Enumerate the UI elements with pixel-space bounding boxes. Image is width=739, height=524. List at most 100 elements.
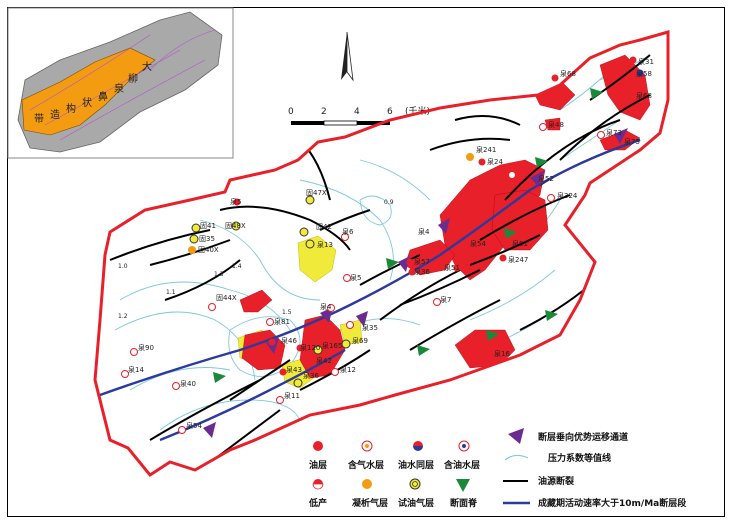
well-label: 泉42 xyxy=(316,356,332,365)
oil-bearing-water-icon xyxy=(458,440,470,452)
well-label: 泉54 xyxy=(186,421,202,430)
contour-label: 1.5 xyxy=(282,309,292,316)
scale-tick-0: 0 xyxy=(288,107,294,117)
well-label: 泉57 xyxy=(414,257,430,266)
legend-label-migration-pathway: 断层垂向优势运移通道 xyxy=(538,431,628,443)
study-area-outline xyxy=(93,30,670,477)
inset-label-2: 泉 xyxy=(114,82,124,95)
inset-label-5: 构 xyxy=(66,102,76,115)
inset-label-4: 状 xyxy=(82,96,92,109)
well-label: 泉54 xyxy=(470,239,486,248)
well-label: 泉52 xyxy=(538,174,554,183)
legend-label-oil-water: 油水同层 xyxy=(398,459,434,471)
well-label: 泉12 xyxy=(340,365,356,374)
contour-labels: 1.0 1.1 1.2 1.3 1.4 1.5 0.9 xyxy=(118,199,394,320)
well-label: 泉31 xyxy=(638,57,654,66)
condensate-gas-icon xyxy=(362,479,372,489)
well-label: 泉69 xyxy=(352,336,368,345)
contour-label: 1.2 xyxy=(118,313,128,320)
well-label: 泉43 xyxy=(286,365,302,374)
well-label: 固41 xyxy=(200,222,216,230)
well-label: 泉61 xyxy=(512,239,528,248)
well-label: 泉51 xyxy=(444,263,460,272)
well-label: 泉11 xyxy=(284,391,300,400)
well-label: 泉36 xyxy=(414,267,430,276)
contour-label: 0.9 xyxy=(384,199,394,206)
active-fault-segments xyxy=(99,138,641,442)
inset-structural-belt xyxy=(21,47,156,136)
legend-label-oil-layer: 油层 xyxy=(309,459,327,471)
inset-label-6: 造 xyxy=(50,108,60,121)
well-labels: 泉68 泉31 泉58 泉68 泉48 泉73 泉75 泉241 泉24 泉52… xyxy=(128,57,654,430)
inset-map: 大 柳 泉 鼻 状 构 造 带 xyxy=(7,7,234,159)
test-oil-gas-icon xyxy=(409,478,421,490)
well-label: 泉13 xyxy=(317,240,333,249)
well-label: 固35 xyxy=(199,235,215,243)
inset-label-1: 柳 xyxy=(128,72,138,85)
well-label: 泉46 xyxy=(281,336,297,345)
well-label: 泉68 xyxy=(560,69,576,78)
scale-bar: 0 2 4 6 (千米) xyxy=(288,105,430,126)
legend-label-active-fault: 成藏期活动速率大于10m/Ma断层段 xyxy=(538,497,687,509)
inset-label-3: 鼻 xyxy=(98,90,108,103)
scale-tick-2: 4 xyxy=(354,107,360,117)
oil-layer-icon xyxy=(313,441,323,451)
well-label: 泉5 xyxy=(350,273,361,282)
well-label: 固47X xyxy=(306,189,327,197)
inset-label-0: 大 xyxy=(142,60,152,73)
contour-label: 1.1 xyxy=(166,289,176,296)
legend-label-fault-ridge: 断面脊 xyxy=(450,497,478,509)
scale-tick-3: 6 xyxy=(387,107,393,117)
well-label: 泉35 xyxy=(362,323,378,332)
gas-bearing-water-icon xyxy=(361,440,373,452)
fault-ridges xyxy=(213,88,603,383)
well-label: 泉324 xyxy=(557,191,578,200)
well-symbols xyxy=(121,56,644,434)
well-label: 泉4 xyxy=(418,227,430,236)
well-label: 泉7 xyxy=(440,295,451,304)
well-label: 固42 xyxy=(316,223,332,231)
contour-label: 1.0 xyxy=(118,263,128,270)
well-label: 泉36 xyxy=(303,371,319,380)
legend: 油层 含气水层 油水同层 含油水层 低产 凝析气层 试油气层 断面脊 断层垂向优… xyxy=(308,428,687,509)
well-label: 泉165 xyxy=(322,341,342,350)
low-production-icon xyxy=(312,479,324,490)
legend-label-low-production: 低产 xyxy=(308,497,327,509)
well-label: 泉14 xyxy=(128,365,144,374)
well-label: 固44X xyxy=(216,294,237,302)
well-label: 泉73 xyxy=(606,128,622,137)
well-label: 泉75 xyxy=(624,137,640,146)
well-label: 泉90 xyxy=(138,343,154,352)
legend-label-test-oil-gas: 试油气层 xyxy=(398,497,434,509)
legend-label-pressure-contour: 压力系数等值线 xyxy=(548,452,611,464)
legend-label-source-fault: 油源断裂 xyxy=(538,475,574,487)
well-label: 泉4 xyxy=(320,302,332,311)
north-arrow-icon xyxy=(341,31,354,82)
well-label: 泉120 xyxy=(300,343,320,352)
well-label: 泉16 xyxy=(494,349,510,358)
legend-label-oil-bearing-water: 含油水层 xyxy=(443,459,480,471)
well-label: 泉247 xyxy=(508,255,528,264)
well-label: 泉48 xyxy=(548,120,564,129)
well-label: 泉81 xyxy=(274,317,290,326)
well-label: 泉40 xyxy=(180,379,196,388)
contour-label: 1.3 xyxy=(214,271,224,278)
well-label: 泉6 xyxy=(342,227,354,236)
migration-pathway-icon xyxy=(508,428,524,444)
scale-tick-1: 2 xyxy=(321,107,327,117)
well-label: 泉58 xyxy=(636,69,652,78)
inset-label-7: 带 xyxy=(34,113,44,125)
well-label: 泉5 xyxy=(230,197,241,206)
map-frame xyxy=(7,7,725,517)
well-label: 固48X xyxy=(225,222,246,230)
pressure-contour-icon xyxy=(504,454,529,461)
legend-label-gas-bearing-water: 含气水层 xyxy=(347,459,384,471)
fault-ridge-icon xyxy=(456,479,470,492)
oil-water-layer-icon xyxy=(413,441,423,451)
well-label: 泉241 xyxy=(476,145,496,154)
oil-zones xyxy=(239,54,651,379)
well-label: 泉24 xyxy=(487,157,503,166)
study-area: 泉68 泉31 泉58 泉68 泉48 泉73 泉75 泉241 泉24 泉52… xyxy=(93,30,670,477)
legend-label-condensate-gas: 凝析气层 xyxy=(352,497,388,509)
